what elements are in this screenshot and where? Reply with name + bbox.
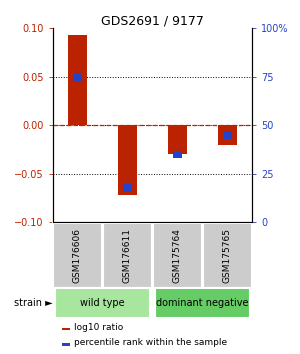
Text: GSM175765: GSM175765 — [223, 228, 232, 283]
Bar — [62, 328, 70, 330]
Bar — [62, 343, 70, 346]
Bar — [118, 125, 137, 195]
Text: dominant negative: dominant negative — [156, 298, 248, 308]
FancyBboxPatch shape — [153, 223, 202, 288]
Bar — [168, 125, 187, 154]
Text: strain ►: strain ► — [14, 298, 52, 308]
Text: wild type: wild type — [80, 298, 125, 308]
Text: GSM175764: GSM175764 — [173, 228, 182, 283]
FancyBboxPatch shape — [53, 223, 102, 288]
Bar — [223, 131, 232, 139]
Bar — [68, 35, 87, 125]
FancyBboxPatch shape — [55, 289, 150, 318]
Bar — [173, 150, 182, 158]
Bar — [73, 73, 82, 81]
FancyBboxPatch shape — [202, 223, 251, 288]
Text: log10 ratio: log10 ratio — [74, 323, 123, 332]
Bar — [218, 125, 236, 145]
Text: GSM176611: GSM176611 — [123, 228, 132, 283]
Text: GSM176606: GSM176606 — [73, 228, 82, 283]
FancyBboxPatch shape — [103, 223, 152, 288]
FancyBboxPatch shape — [155, 289, 250, 318]
Text: percentile rank within the sample: percentile rank within the sample — [74, 338, 227, 348]
Bar — [123, 184, 132, 191]
Title: GDS2691 / 9177: GDS2691 / 9177 — [101, 14, 204, 27]
